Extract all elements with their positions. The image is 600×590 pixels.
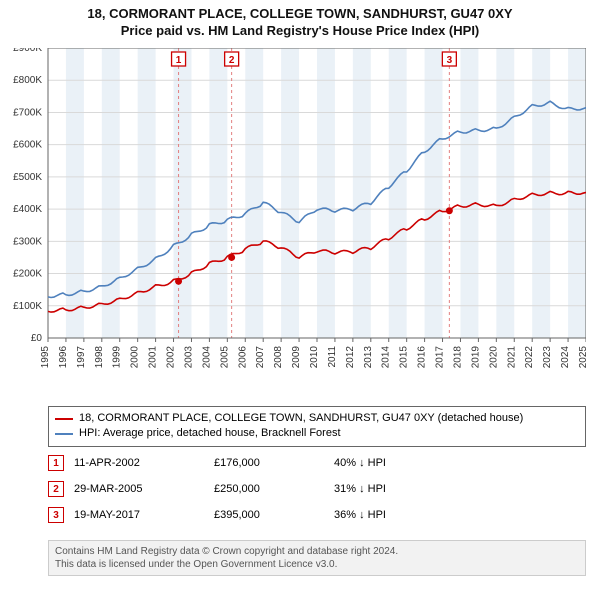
svg-text:1995: 1995 xyxy=(40,346,51,369)
footer-line-2: This data is licensed under the Open Gov… xyxy=(55,558,579,571)
svg-text:£200K: £200K xyxy=(13,269,42,280)
marker-badge-2: 2 xyxy=(48,481,64,497)
svg-text:2002: 2002 xyxy=(166,346,177,369)
svg-text:2023: 2023 xyxy=(542,346,553,369)
marker-delta-1: 40% ↓ HPI xyxy=(334,457,444,469)
marker-row-2: 2 29-MAR-2005 £250,000 31% ↓ HPI xyxy=(48,476,586,502)
svg-text:2015: 2015 xyxy=(399,346,410,369)
marker-table: 1 11-APR-2002 £176,000 40% ↓ HPI 2 29-MA… xyxy=(48,450,586,528)
svg-text:£700K: £700K xyxy=(13,107,42,118)
svg-text:3: 3 xyxy=(447,55,453,66)
svg-text:2007: 2007 xyxy=(255,346,266,369)
title-block: 18, CORMORANT PLACE, COLLEGE TOWN, SANDH… xyxy=(0,0,600,40)
svg-text:2005: 2005 xyxy=(219,346,230,369)
svg-text:£600K: £600K xyxy=(13,140,42,151)
svg-text:2001: 2001 xyxy=(148,346,159,369)
footer-line-1: Contains HM Land Registry data © Crown c… xyxy=(55,545,579,558)
svg-text:£0: £0 xyxy=(31,333,43,344)
marker-badge-3: 3 xyxy=(48,507,64,523)
svg-text:2014: 2014 xyxy=(381,346,392,369)
svg-text:2016: 2016 xyxy=(417,346,428,369)
svg-text:2008: 2008 xyxy=(273,346,284,369)
marker-price-3: £395,000 xyxy=(214,509,324,521)
svg-text:2006: 2006 xyxy=(237,346,248,369)
svg-text:2: 2 xyxy=(229,55,235,66)
svg-text:£300K: £300K xyxy=(13,236,42,247)
svg-text:1996: 1996 xyxy=(58,346,69,369)
svg-text:2024: 2024 xyxy=(560,346,571,369)
svg-text:1: 1 xyxy=(176,55,182,66)
svg-text:£900K: £900K xyxy=(13,48,42,54)
svg-text:2012: 2012 xyxy=(345,346,356,369)
marker-row-3: 3 19-MAY-2017 £395,000 36% ↓ HPI xyxy=(48,502,586,528)
legend-label-property: 18, CORMORANT PLACE, COLLEGE TOWN, SANDH… xyxy=(79,411,523,426)
svg-text:£500K: £500K xyxy=(13,172,42,183)
legend-row-property: 18, CORMORANT PLACE, COLLEGE TOWN, SANDH… xyxy=(55,411,579,426)
svg-text:£400K: £400K xyxy=(13,204,42,215)
svg-text:2004: 2004 xyxy=(201,346,212,369)
marker-delta-3: 36% ↓ HPI xyxy=(334,509,444,521)
svg-text:2010: 2010 xyxy=(309,346,320,369)
marker-row-1: 1 11-APR-2002 £176,000 40% ↓ HPI xyxy=(48,450,586,476)
svg-text:1997: 1997 xyxy=(76,346,87,369)
svg-text:1998: 1998 xyxy=(94,346,105,369)
svg-text:2003: 2003 xyxy=(183,346,194,369)
svg-text:2022: 2022 xyxy=(524,346,535,369)
marker-delta-2: 31% ↓ HPI xyxy=(334,483,444,495)
svg-text:2011: 2011 xyxy=(327,346,338,368)
legend-row-hpi: HPI: Average price, detached house, Brac… xyxy=(55,426,579,441)
marker-price-2: £250,000 xyxy=(214,483,324,495)
svg-text:2019: 2019 xyxy=(470,346,481,369)
svg-text:2017: 2017 xyxy=(435,346,446,369)
footer-note: Contains HM Land Registry data © Crown c… xyxy=(48,540,586,576)
chart-container: 18, CORMORANT PLACE, COLLEGE TOWN, SANDH… xyxy=(0,0,600,590)
title-line-2: Price paid vs. HM Land Registry's House … xyxy=(0,23,600,40)
chart-region: £0£100K£200K£300K£400K£500K£600K£700K£80… xyxy=(48,48,586,370)
svg-text:2020: 2020 xyxy=(488,346,499,369)
svg-text:2025: 2025 xyxy=(578,346,586,369)
svg-text:2013: 2013 xyxy=(363,346,374,369)
marker-price-1: £176,000 xyxy=(214,457,324,469)
svg-text:2000: 2000 xyxy=(130,346,141,369)
marker-badge-1: 1 xyxy=(48,455,64,471)
marker-date-2: 29-MAR-2005 xyxy=(74,483,204,495)
svg-text:2018: 2018 xyxy=(452,346,463,369)
title-line-1: 18, CORMORANT PLACE, COLLEGE TOWN, SANDH… xyxy=(0,6,600,23)
svg-text:2021: 2021 xyxy=(506,346,517,369)
svg-text:1999: 1999 xyxy=(112,346,123,369)
legend-swatch-property xyxy=(55,418,73,420)
svg-text:£100K: £100K xyxy=(13,301,42,312)
legend-label-hpi: HPI: Average price, detached house, Brac… xyxy=(79,426,341,441)
legend-box: 18, CORMORANT PLACE, COLLEGE TOWN, SANDH… xyxy=(48,406,586,447)
svg-text:£800K: £800K xyxy=(13,75,42,86)
svg-text:2009: 2009 xyxy=(291,346,302,369)
marker-date-1: 11-APR-2002 xyxy=(74,457,204,469)
chart-svg: £0 £100K £200K £300K £400K £500K £600K £700K £80… xyxy=(4,48,586,370)
marker-date-3: 19-MAY-2017 xyxy=(74,509,204,521)
legend-swatch-hpi xyxy=(55,433,73,435)
